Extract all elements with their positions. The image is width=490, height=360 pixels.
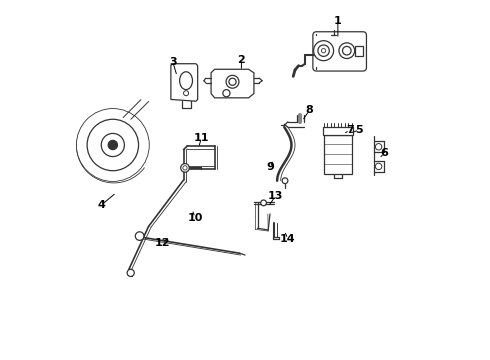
Polygon shape (211, 69, 254, 98)
Polygon shape (171, 64, 197, 101)
FancyBboxPatch shape (313, 32, 367, 71)
Circle shape (101, 134, 124, 157)
Text: 8: 8 (305, 105, 313, 115)
Text: 6: 6 (380, 148, 388, 158)
Text: 14: 14 (280, 234, 295, 244)
Text: 12: 12 (154, 238, 170, 248)
Text: 3: 3 (169, 57, 177, 67)
Text: 5: 5 (356, 125, 363, 135)
Circle shape (375, 163, 382, 170)
Bar (322, 127, 353, 135)
Circle shape (135, 232, 144, 240)
Bar (355, 46, 363, 56)
Circle shape (229, 78, 236, 85)
Circle shape (223, 90, 230, 97)
Circle shape (184, 91, 189, 96)
Circle shape (339, 43, 355, 59)
Circle shape (314, 41, 334, 61)
Circle shape (282, 178, 288, 184)
Circle shape (226, 75, 239, 88)
Text: 2: 2 (238, 55, 245, 65)
Circle shape (321, 49, 326, 53)
Text: 10: 10 (187, 212, 203, 222)
Text: 1: 1 (334, 16, 342, 26)
Text: 4: 4 (98, 200, 105, 210)
Ellipse shape (180, 72, 193, 90)
Circle shape (318, 45, 329, 57)
Circle shape (261, 200, 267, 206)
Circle shape (108, 140, 118, 150)
Circle shape (76, 109, 149, 181)
Text: 7: 7 (346, 125, 354, 135)
Circle shape (343, 46, 351, 55)
Circle shape (127, 269, 134, 276)
Circle shape (183, 166, 187, 170)
Text: 9: 9 (266, 162, 274, 172)
Text: 13: 13 (268, 191, 283, 201)
Text: 11: 11 (194, 133, 209, 143)
Circle shape (87, 119, 139, 171)
Bar (323, 135, 352, 174)
Circle shape (375, 144, 382, 150)
Circle shape (181, 163, 189, 172)
